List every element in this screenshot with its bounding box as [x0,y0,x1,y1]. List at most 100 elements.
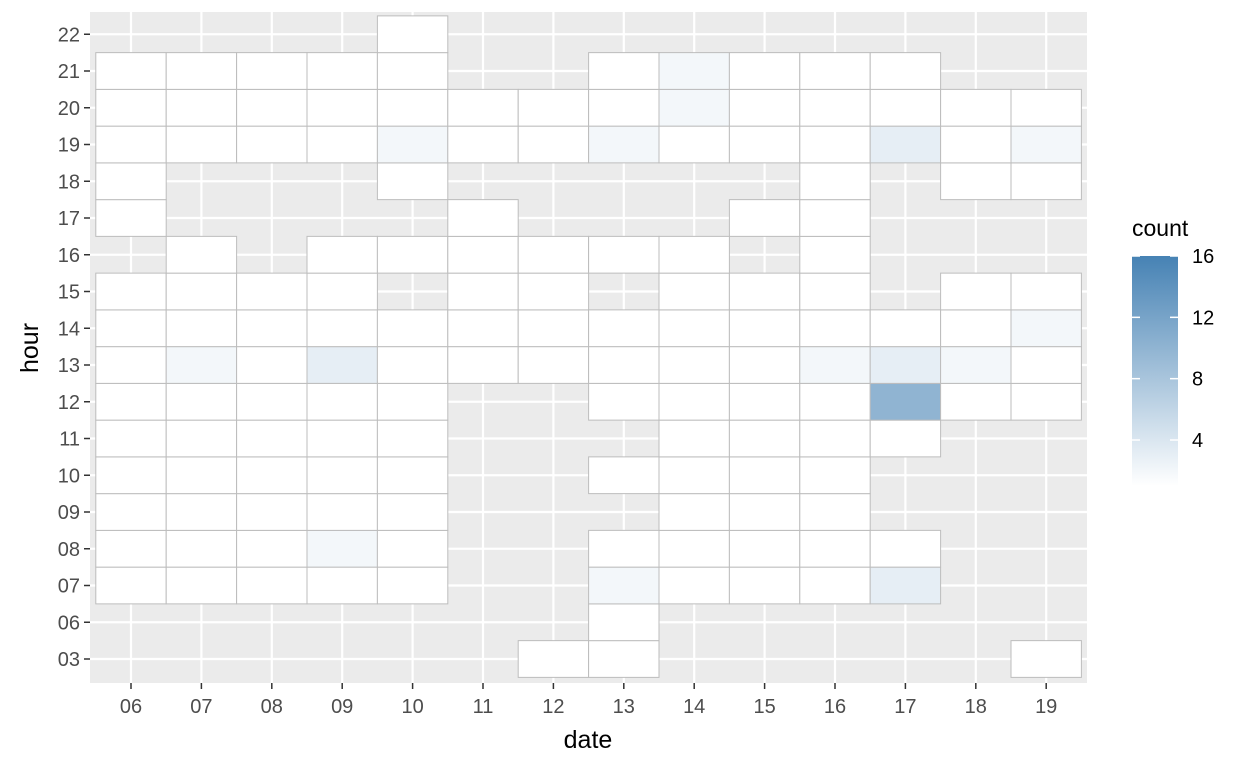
heatmap-cell [517,309,590,348]
heatmap-cell [588,88,660,127]
x-tick-label: 18 [965,696,987,718]
heatmap-cell [306,346,378,384]
heatmap-cell [728,199,801,237]
heatmap-cell [306,529,378,568]
heatmap-cell [165,52,238,90]
heatmap-cell [728,419,801,458]
heatmap-cell [95,199,167,237]
heatmap-cell [236,52,308,90]
heatmap-cell [728,382,801,421]
heatmap-cell [95,529,167,568]
heatmap-cell [376,52,449,90]
heatmap-cell [658,346,730,384]
heatmap-cell [1010,346,1082,384]
heatmap-cell [940,125,1012,164]
heatmap-cell [1010,640,1082,678]
heatmap-cell [728,566,801,605]
heatmap-cell [869,382,942,421]
heatmap-cell [165,235,238,274]
heatmap-cell [376,162,449,201]
heatmap-cell [376,235,449,274]
heatmap-cell [658,52,730,90]
heatmap-cell [588,235,660,274]
heatmap-cell [728,529,801,568]
heatmap-cell [306,382,378,421]
heatmap-cell [658,309,730,348]
heatmap-cell [376,88,449,127]
heatmap-cell [165,272,238,311]
heatmap-cell [799,309,871,348]
heatmap-cell [517,88,590,127]
heatmap-cell [517,640,590,678]
heatmap-cell [517,125,590,164]
heatmap-cell [95,456,167,495]
heatmap-cell [728,272,801,311]
heatmap-cell [236,529,308,568]
heatmap-cell [165,309,238,348]
x-tick-label: 14 [683,696,705,718]
x-tick-label: 15 [753,696,775,718]
heatmap-cell [236,493,308,531]
heatmap-cell [728,309,801,348]
heatmap-cell [588,346,660,384]
x-tick-label: 08 [261,696,283,718]
heatmap-cell [799,456,871,495]
heatmap-cell [95,309,167,348]
heatmap-cell [588,125,660,164]
y-tick-label: 15 [58,282,80,304]
legend: count 4 8 12 16 [1132,215,1214,486]
heatmap-cell [95,566,167,605]
y-tick-label: 19 [58,135,80,157]
heatmap-cell [658,493,730,531]
heatmap-cell [376,382,449,421]
heatmap-cell [517,272,590,311]
x-tick-label: 09 [331,696,353,718]
heatmap-cell [728,52,801,90]
heatmap-cell [940,346,1012,384]
heatmap-cell [799,52,871,90]
heatmap-cell [95,162,167,201]
heatmap-cell [376,529,449,568]
heatmap-cell [799,419,871,458]
heatmap-cell [306,566,378,605]
x-tick-label: 13 [613,696,635,718]
heatmap-cell [658,456,730,495]
legend-tick-label: 12 [1192,307,1214,329]
heatmap-cell [799,162,871,201]
heatmap-cell [940,162,1012,201]
x-tick-label: 16 [824,696,846,718]
heatmap-cell [1010,125,1082,164]
heatmap-cell [165,346,238,384]
heatmap-cell [940,88,1012,127]
heatmap-cell [376,419,449,458]
heatmap-cell [658,382,730,421]
x-tick-label: 17 [894,696,916,718]
heatmap-cell [728,125,801,164]
heatmap-cell [165,419,238,458]
heatmap-cell [799,529,871,568]
heatmap-cell [306,235,378,274]
heatmap-cell [1010,88,1082,127]
legend-tick-label: 8 [1192,369,1203,391]
heatmap-cell [658,566,730,605]
x-tick-label: 06 [120,696,142,718]
heatmap-cell [728,493,801,531]
heatmap-cell [588,640,660,678]
heatmap-cells [95,15,1082,678]
heatmap-cell [588,566,660,605]
heatmap-cell [95,88,167,127]
y-axis: 03 06 07 08 09 10 11 12 13 14 15 16 17 18 19 20 21 22 [58,24,90,671]
heatmap-cell [447,346,519,384]
heatmap-cell [658,419,730,458]
x-tick-label: 11 [473,696,494,718]
heatmap-cell [869,566,942,605]
heatmap-cell [940,272,1012,311]
x-tick-label: 19 [1035,696,1057,718]
heatmap-cell [236,456,308,495]
y-tick-label: 21 [58,61,80,83]
x-axis-title: date [564,726,613,754]
heatmap-cell [95,382,167,421]
heatmap-cell [1010,272,1082,311]
heatmap-cell [588,309,660,348]
y-tick-label: 18 [58,171,80,193]
